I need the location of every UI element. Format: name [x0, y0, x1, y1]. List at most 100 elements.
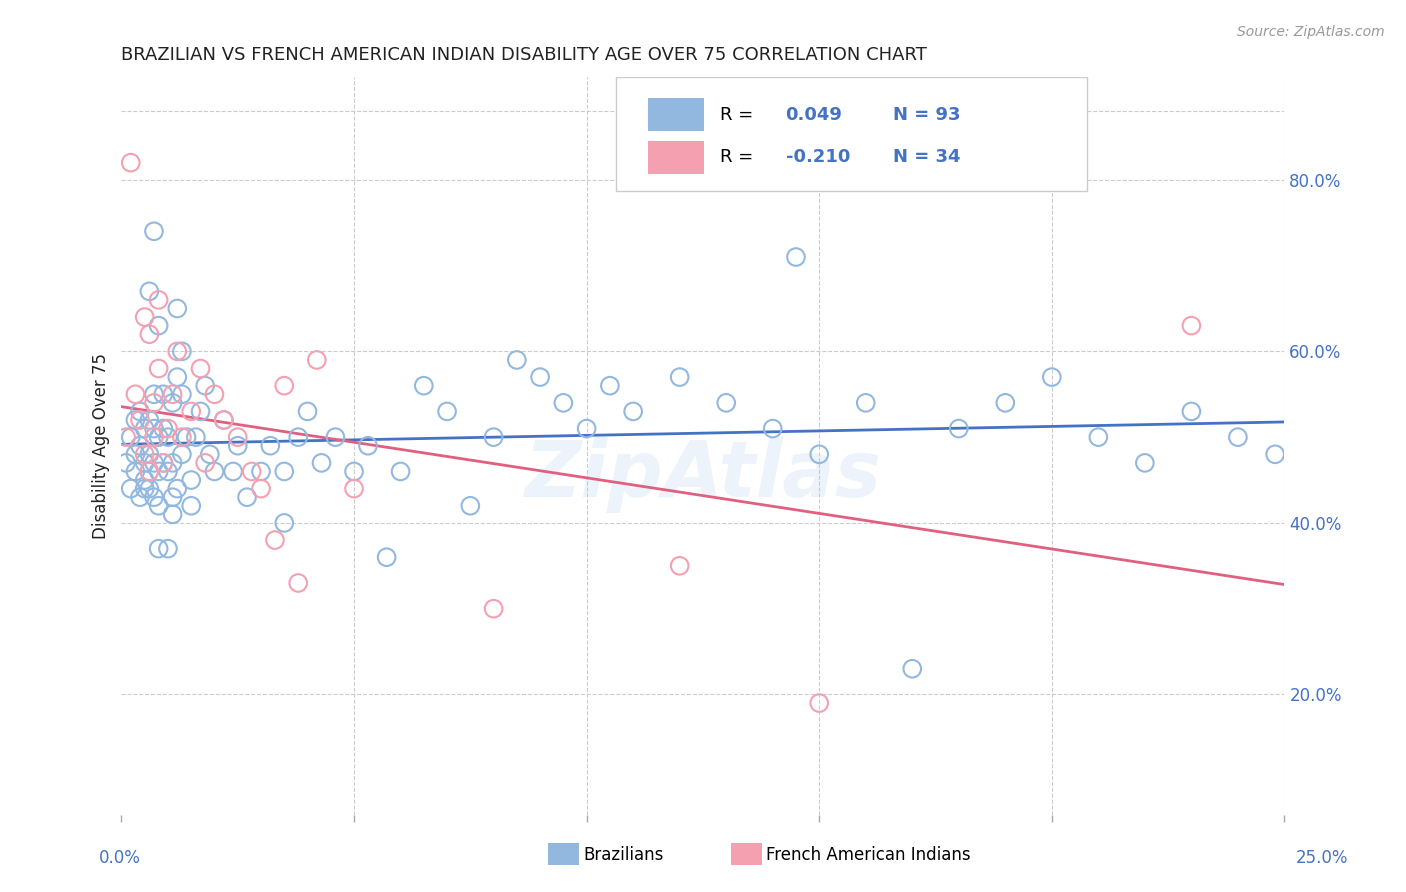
Point [124, 447, 146, 461]
Point [204, 387, 226, 401]
Point [143, 490, 166, 504]
Point [134, 482, 156, 496]
Point [138, 465, 160, 479]
Point [482, 430, 505, 444]
Point [226, 430, 249, 444]
Point [1180, 404, 1202, 418]
Point [389, 465, 412, 479]
Point [134, 473, 156, 487]
Point [460, 499, 482, 513]
Point [170, 430, 193, 444]
Point [134, 447, 156, 461]
Point [152, 456, 174, 470]
Point [1264, 447, 1286, 461]
Point [129, 404, 152, 418]
Text: R =: R = [720, 105, 759, 123]
Text: N = 34: N = 34 [893, 148, 960, 166]
Point [180, 473, 202, 487]
Point [226, 439, 249, 453]
Point [124, 413, 146, 427]
Point [152, 421, 174, 435]
Point [184, 430, 207, 444]
Point [156, 430, 179, 444]
Point [250, 482, 273, 496]
Point [170, 344, 193, 359]
Point [143, 430, 166, 444]
Point [148, 430, 170, 444]
Point [156, 421, 179, 435]
Point [134, 456, 156, 470]
Text: French American Indians: French American Indians [766, 846, 972, 863]
Point [529, 370, 551, 384]
Point [855, 396, 877, 410]
Point [250, 465, 273, 479]
Point [162, 508, 184, 522]
Point [120, 155, 142, 169]
Point [194, 378, 217, 392]
Point [343, 482, 366, 496]
Y-axis label: Disability Age Over 75: Disability Age Over 75 [93, 352, 110, 539]
Point [1180, 318, 1202, 333]
Text: R =: R = [720, 148, 759, 166]
Point [762, 421, 785, 435]
Point [162, 396, 184, 410]
Point [148, 318, 170, 333]
Point [325, 430, 347, 444]
Point [170, 387, 193, 401]
Point [222, 465, 245, 479]
Text: BRAZILIAN VS FRENCH AMERICAN INDIAN DISABILITY AGE OVER 75 CORRELATION CHART: BRAZILIAN VS FRENCH AMERICAN INDIAN DISA… [121, 46, 928, 64]
Point [190, 404, 212, 418]
Point [138, 465, 160, 479]
Point [785, 250, 807, 264]
Point [506, 353, 529, 368]
Point [134, 310, 156, 324]
Point [143, 224, 166, 238]
Point [273, 465, 295, 479]
Point [152, 387, 174, 401]
Point [162, 456, 184, 470]
Text: 25.0%: 25.0% [1295, 849, 1348, 867]
Point [176, 430, 198, 444]
Point [156, 465, 179, 479]
Point [668, 558, 690, 573]
Point [129, 413, 152, 427]
Point [166, 301, 188, 316]
Point [273, 378, 295, 392]
Point [143, 421, 166, 435]
Point [166, 482, 188, 496]
Point [124, 387, 146, 401]
Point [152, 456, 174, 470]
Point [259, 439, 281, 453]
Point [1087, 430, 1109, 444]
Point [148, 541, 170, 556]
Point [180, 404, 202, 418]
Point [156, 541, 179, 556]
Point [1226, 430, 1249, 444]
Point [124, 465, 146, 479]
Point [575, 421, 598, 435]
Point [668, 370, 690, 384]
Point [287, 576, 309, 591]
Point [148, 293, 170, 307]
Text: Brazilians: Brazilians [583, 846, 664, 863]
Text: ZipAtlas: ZipAtlas [524, 437, 882, 513]
Point [436, 404, 458, 418]
Point [129, 490, 152, 504]
Point [190, 361, 212, 376]
Point [287, 430, 309, 444]
Point [808, 696, 831, 710]
Point [264, 533, 287, 547]
Text: 0.0%: 0.0% [98, 849, 141, 867]
Point [599, 378, 621, 392]
Text: Source: ZipAtlas.com: Source: ZipAtlas.com [1237, 25, 1385, 39]
Text: 0.049: 0.049 [786, 105, 842, 123]
Point [948, 421, 970, 435]
Point [553, 396, 575, 410]
Point [143, 456, 166, 470]
Point [166, 344, 188, 359]
Point [212, 413, 235, 427]
Point [120, 482, 142, 496]
Point [194, 456, 217, 470]
Text: -0.210: -0.210 [786, 148, 849, 166]
Bar [648, 98, 704, 131]
